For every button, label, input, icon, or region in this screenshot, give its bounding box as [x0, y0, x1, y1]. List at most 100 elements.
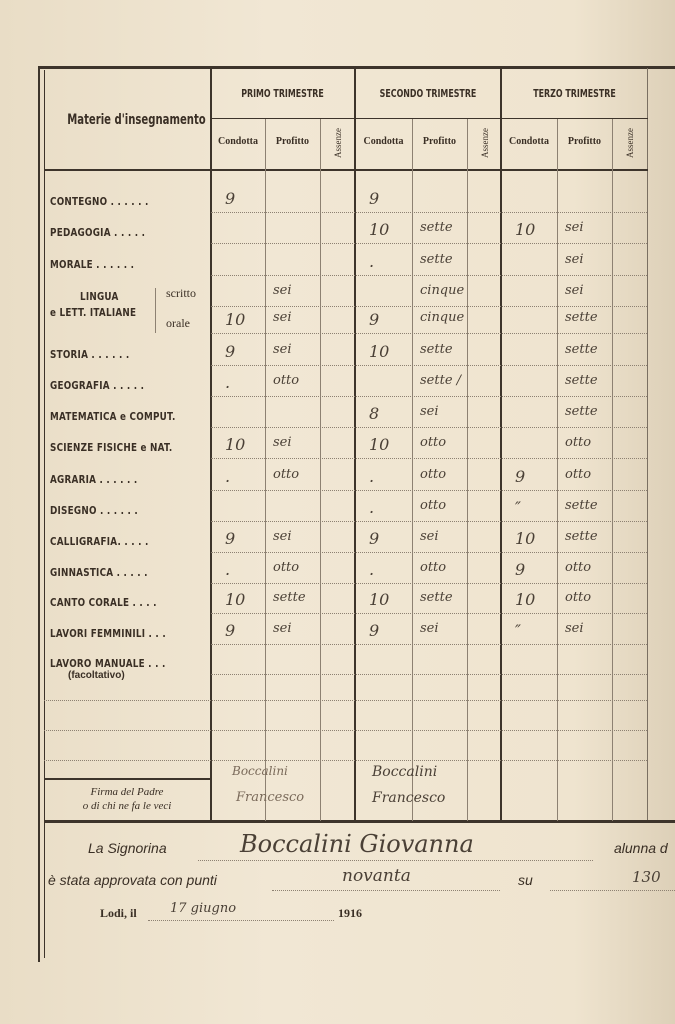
subject-label: DISEGNO . . . . . .	[50, 504, 138, 517]
points-value: novanta	[342, 866, 411, 886]
profitto-mark: cinque	[420, 283, 465, 298]
condotta-mark: 10	[225, 310, 246, 329]
condotta-mark: 9	[515, 560, 526, 579]
signature-label: Firma del Padre	[90, 786, 164, 798]
subject-label: GEOGRAFIA . . . . .	[50, 379, 145, 392]
alunna-label: alunna d	[614, 840, 668, 856]
subject-label: MORALE . . . . . .	[50, 258, 135, 271]
condotta-mark: ″	[515, 621, 521, 640]
date-value: 17 giugno	[170, 901, 237, 916]
condotta-mark: 10	[225, 435, 246, 454]
signorina-label: La Signorina	[88, 840, 167, 856]
profitto-mark: otto	[273, 560, 300, 575]
facoltativo-note: (facoltativo)	[68, 670, 125, 681]
condotta-mark: 10	[515, 529, 536, 548]
subject-label: AGRARIA . . . . . .	[50, 473, 138, 486]
condotta-mark: 9	[225, 342, 236, 361]
subject-label: MATEMATICA e COMPUT.	[50, 410, 176, 423]
profitto-mark: sei	[273, 310, 292, 325]
profitto-mark: sette	[565, 373, 598, 388]
profitto-mark: cinque	[420, 310, 465, 325]
profitto-mark: sei	[273, 435, 292, 450]
profitto-mark: otto	[565, 467, 592, 482]
divider	[44, 778, 211, 780]
place-label: Lodi, il	[100, 906, 137, 920]
profitto-mark: sei	[565, 283, 584, 298]
profitto-mark: otto	[420, 498, 447, 513]
subheader-assenze: Assenze	[480, 128, 490, 158]
signature-secondo: Boccalini	[372, 764, 438, 780]
condotta-mark: .	[225, 560, 231, 579]
profitto-mark: otto	[565, 590, 592, 605]
profitto-mark: sei	[420, 404, 439, 419]
profitto-mark: sei	[565, 621, 584, 636]
subject-label: LAVORO MANUALE . . .	[50, 657, 166, 670]
profitto-mark: otto	[420, 467, 447, 482]
profitto-mark: otto	[565, 560, 592, 575]
profitto-mark: sette	[420, 590, 453, 605]
profitto-mark: sette	[420, 220, 453, 235]
subheader-condotta: Condotta	[217, 136, 258, 147]
column-rule	[412, 119, 413, 821]
profitto-mark: otto	[420, 560, 447, 575]
frame-left-inner	[44, 70, 45, 958]
subject-label: CANTO CORALE . . . .	[50, 596, 157, 609]
year-value: 1916	[338, 906, 362, 920]
profitto-mark: sette	[273, 590, 306, 605]
profitto-mark: sette	[565, 310, 598, 325]
divider	[354, 68, 356, 821]
profitto-mark: sette	[565, 404, 598, 419]
approved-label: è stata approvata con punti	[48, 872, 217, 888]
condotta-mark: 10	[369, 220, 390, 239]
divider	[210, 68, 212, 821]
profitto-mark: sei	[420, 529, 439, 544]
profitto-mark: sette	[565, 498, 598, 513]
subheader-profitto: Profitto	[275, 136, 310, 147]
subject-label: PEDAGOGIA . . . . .	[50, 226, 146, 239]
profitto-mark: sette	[565, 529, 598, 544]
subject-label: LAVORI FEMMINILI . . .	[50, 627, 166, 640]
condotta-mark: 8	[369, 404, 380, 423]
term-primo: PRIMO TRIMESTRE	[241, 87, 324, 100]
condotta-mark: .	[225, 373, 231, 392]
subheader-assenze: Assenze	[625, 128, 635, 158]
profitto-mark: otto	[273, 467, 300, 482]
su-label: su	[518, 872, 533, 888]
condotta-mark: 9	[515, 467, 526, 486]
subject-label: GINNASTICA . . . . .	[50, 566, 148, 579]
column-rule	[467, 119, 468, 821]
profitto-mark: otto	[273, 373, 300, 388]
profitto-mark: sei	[420, 621, 439, 636]
profitto-mark: sette	[420, 252, 453, 267]
subject-label: STORIA . . . . . .	[50, 348, 130, 361]
condotta-mark: ″	[515, 498, 521, 517]
subject-label: SCIENZE FISICHE e NAT.	[50, 441, 173, 454]
condotta-mark: 9	[225, 621, 236, 640]
student-name: Boccalini Giovanna	[240, 830, 474, 858]
profitto-mark: otto	[565, 435, 592, 450]
subject-column-title: Materie d'insegnamento	[67, 112, 206, 128]
condotta-mark: 9	[225, 529, 236, 548]
divider	[500, 68, 502, 821]
profitto-mark: sei	[273, 342, 292, 357]
frame-top	[38, 66, 675, 69]
condotta-mark: .	[369, 560, 375, 579]
condotta-mark: 9	[369, 621, 380, 640]
scritto-label: scritto	[166, 286, 196, 300]
profitto-mark: sei	[273, 529, 292, 544]
column-rule	[557, 119, 558, 821]
profitto-mark: sei	[273, 283, 292, 298]
condotta-mark: 10	[369, 435, 390, 454]
signature-primo: Boccalini	[232, 764, 288, 778]
subheader-assenze: Assenze	[333, 128, 343, 158]
condotta-mark: 10	[225, 590, 246, 609]
condotta-mark: 9	[225, 189, 236, 208]
subheader-profitto: Profitto	[422, 136, 457, 147]
condotta-mark: .	[369, 467, 375, 486]
signature-primo-2: Francesco	[236, 790, 305, 805]
subject-label: CONTEGNO . . . . . .	[50, 195, 149, 208]
condotta-mark: 9	[369, 189, 380, 208]
profitto-mark: sette	[420, 342, 453, 357]
condotta-mark: 10	[369, 342, 390, 361]
subject-label: CALLIGRAFIA. . . . .	[50, 535, 149, 548]
